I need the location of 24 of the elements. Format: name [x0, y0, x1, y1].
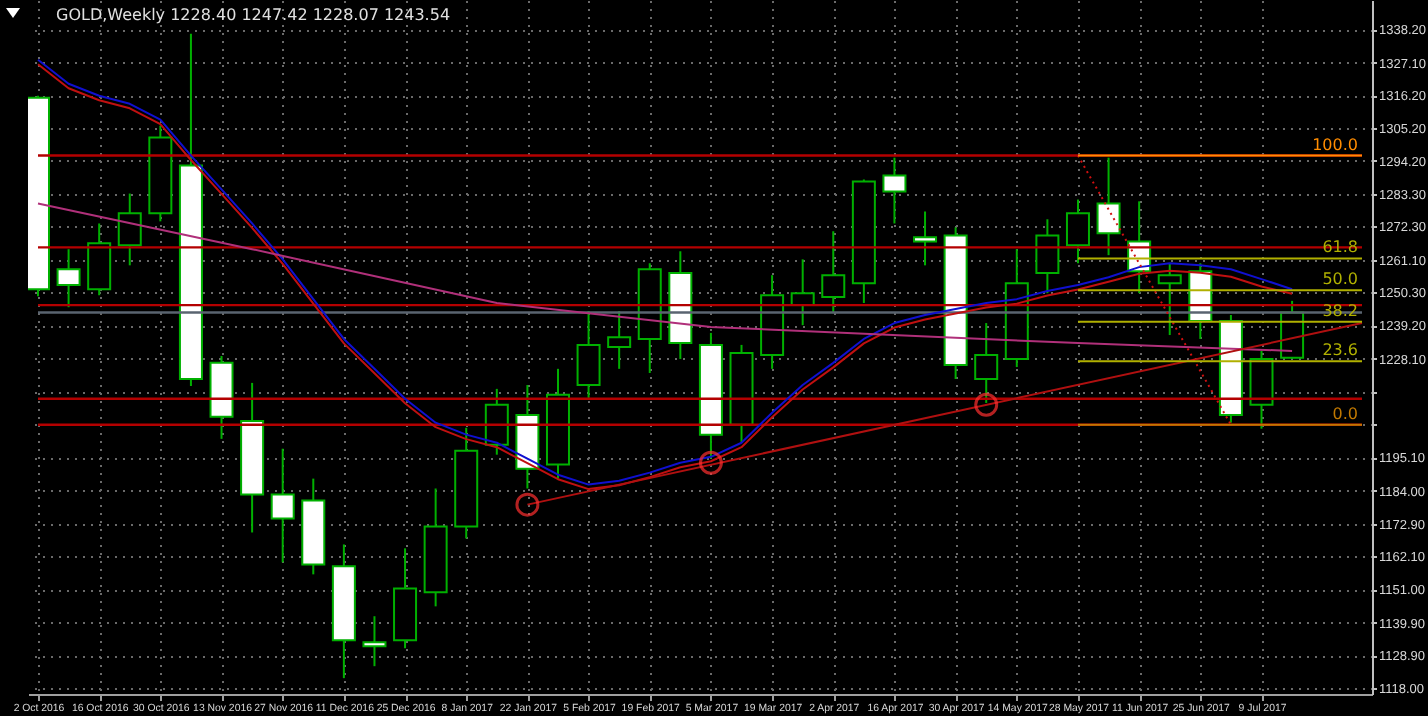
candlestick: [882, 156, 907, 225]
series-label: 100.0: [1312, 135, 1358, 154]
point: [974, 392, 999, 417]
candlestick: [484, 387, 509, 456]
point: [515, 492, 540, 517]
candlestick: [270, 447, 295, 564]
candlestick: [1157, 262, 1182, 337]
series-label: 50.0: [1322, 270, 1358, 289]
candlestick: [1249, 349, 1274, 430]
candlestick: [607, 310, 632, 370]
candlestick: [576, 310, 601, 399]
candlestick: [56, 248, 81, 309]
candlestick: [117, 192, 142, 267]
candlestick: [1035, 218, 1060, 295]
series-label: 23.6: [1322, 341, 1358, 360]
candlestick: [362, 615, 387, 668]
candlestick: [1096, 156, 1121, 257]
series-label: 0.0: [1332, 404, 1358, 423]
candlestick: [821, 230, 846, 315]
point: [698, 450, 723, 475]
candlestick: [1065, 198, 1090, 265]
chart-title: GOLD,Weekly 1228.40 1247.42 1228.07 1243.54: [56, 6, 451, 24]
candlestick: [87, 222, 112, 297]
candlestick: [913, 210, 938, 267]
